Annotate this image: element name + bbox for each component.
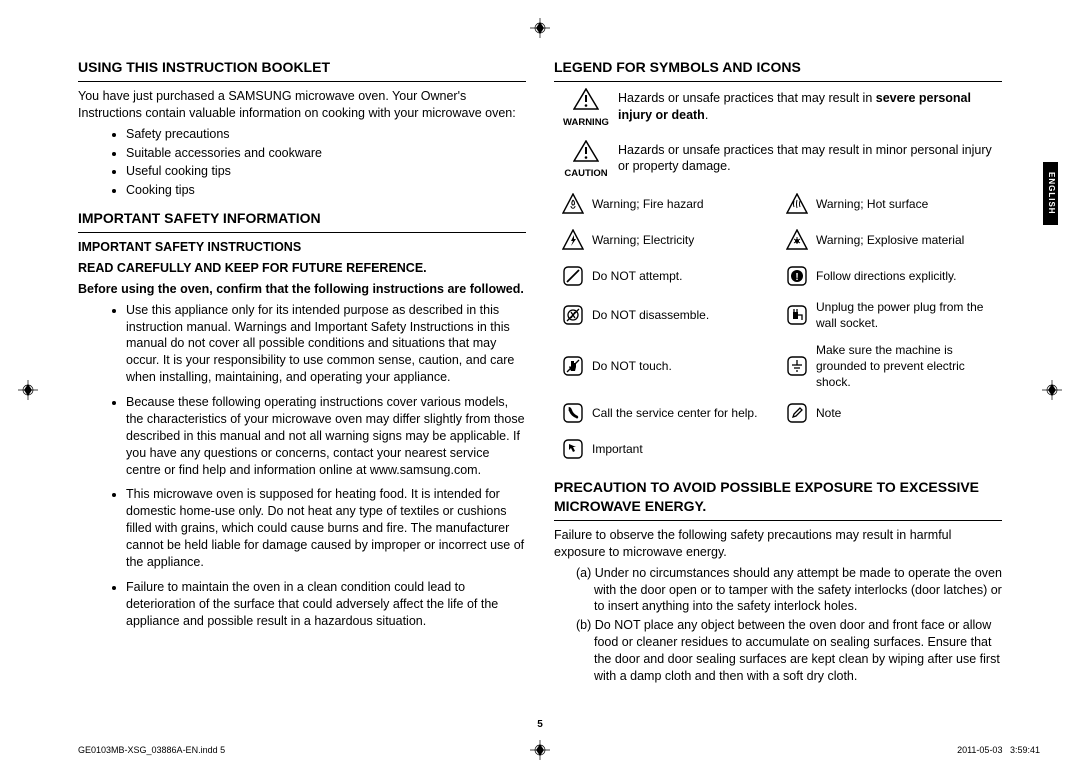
icon-cell: Note: [778, 400, 1002, 426]
intro-bullet-list: Safety precautions Suitable accessories …: [78, 126, 526, 200]
electricity-icon: [554, 229, 592, 251]
icon-label: Warning; Explosive material: [816, 232, 1002, 248]
intro-bullet: Useful cooking tips: [126, 163, 526, 180]
warning-triangle-icon: [573, 88, 599, 110]
page-number: 5: [0, 718, 1080, 732]
icon-label: Do NOT touch.: [592, 358, 778, 374]
footer-right: 2011-05-03 3:59:41: [957, 744, 1040, 756]
icon-cell: Warning; Explosive material: [778, 227, 1002, 253]
icon-label: Important: [592, 441, 778, 457]
language-tab: ENGLISH: [1043, 162, 1058, 225]
precaution-item-b: (b) Do NOT place any object between the …: [554, 617, 1002, 685]
icon-cell: Warning; Fire hazard: [554, 191, 778, 217]
warning-label: WARNING: [554, 117, 618, 130]
registration-mark-bottom: [530, 740, 550, 760]
no-attempt-icon: [554, 265, 592, 287]
icon-cell: Make sure the machine is grounded to pre…: [778, 342, 1002, 391]
registration-mark-left: [18, 380, 38, 400]
section-title-safety-info: IMPORTANT SAFETY INFORMATION: [78, 209, 526, 233]
safety-bold-line: Before using the oven, confirm that the …: [78, 281, 526, 298]
left-column: USING THIS INSTRUCTION BOOKLET You have …: [78, 58, 526, 687]
icon-label: Note: [816, 405, 1002, 421]
icon-cell: ! Follow directions explicitly.: [778, 263, 1002, 289]
explosive-icon: [778, 229, 816, 251]
legend-caution-row: CAUTION Hazards or unsafe practices that…: [554, 140, 1002, 182]
section-title-precaution: PRECAUTION TO AVOID POSSIBLE EXPOSURE TO…: [554, 478, 1002, 521]
icon-label: Call the service center for help.: [592, 405, 778, 421]
intro-text: You have just purchased a SAMSUNG microw…: [78, 88, 526, 122]
caution-icon-col: CAUTION: [554, 140, 618, 182]
ground-icon: [778, 355, 816, 377]
icon-cell: Important: [554, 436, 778, 462]
icon-label: Do NOT attempt.: [592, 268, 778, 284]
safety-bullet-list: Use this appliance only for its intended…: [78, 302, 526, 630]
safety-bullet: This microwave oven is supposed for heat…: [126, 486, 526, 570]
legend-warning-row: WARNING Hazards or unsafe practices that…: [554, 88, 1002, 130]
footer-date: 2011-05-03: [957, 745, 1002, 755]
icon-label: Warning; Hot surface: [816, 196, 1002, 212]
icon-cell: Do NOT attempt.: [554, 263, 778, 289]
icon-label: Do NOT disassemble.: [592, 307, 778, 323]
icon-label: Follow directions explicitly.: [816, 268, 1002, 284]
intro-bullet: Cooking tips: [126, 182, 526, 199]
icon-cell: Do NOT touch.: [554, 342, 778, 391]
registration-mark-right: [1042, 380, 1062, 400]
note-icon: [778, 402, 816, 424]
safety-bullet: Failure to maintain the oven in a clean …: [126, 579, 526, 630]
icon-label: Warning; Fire hazard: [592, 196, 778, 212]
icon-legend-grid: Warning; Fire hazard Warning; Hot surfac…: [554, 191, 1002, 472]
precaution-list: (a) Under no circumstances should any at…: [554, 565, 1002, 685]
registration-mark-top: [530, 18, 550, 38]
caution-triangle-icon: [573, 140, 599, 162]
footer-left: GE0103MB-XSG_03886A-EN.indd 5: [78, 744, 225, 756]
follow-icon: !: [778, 265, 816, 287]
warning-icon-col: WARNING: [554, 88, 618, 130]
service-icon: [554, 402, 592, 424]
no-touch-icon: [554, 355, 592, 377]
right-column: LEGEND FOR SYMBOLS AND ICONS WARNING Haz…: [554, 58, 1002, 687]
hot-icon: [778, 193, 816, 215]
safety-bullet: Use this appliance only for its intended…: [126, 302, 526, 386]
icon-cell: Do NOT disassemble.: [554, 299, 778, 331]
icon-label: Warning; Electricity: [592, 232, 778, 248]
intro-bullet: Suitable accessories and cookware: [126, 145, 526, 162]
icon-label: Unplug the power plug from the wall sock…: [816, 299, 1002, 331]
icon-label: Make sure the machine is grounded to pre…: [816, 342, 1002, 391]
caution-label: CAUTION: [554, 168, 618, 181]
precaution-intro: Failure to observe the following safety …: [554, 527, 1002, 561]
fire-icon: [554, 193, 592, 215]
icon-cell: Call the service center for help.: [554, 400, 778, 426]
svg-text:!: !: [795, 272, 798, 283]
intro-bullet: Safety precautions: [126, 126, 526, 143]
no-disassemble-icon: [554, 304, 592, 326]
unplug-icon: [778, 304, 816, 326]
warning-text-post: .: [705, 108, 708, 122]
safety-bullet: Because these following operating instru…: [126, 394, 526, 478]
caution-text: Hazards or unsafe practices that may res…: [618, 140, 1002, 176]
section-title-using-booklet: USING THIS INSTRUCTION BOOKLET: [78, 58, 526, 82]
precaution-item-a: (a) Under no circumstances should any at…: [554, 565, 1002, 616]
safety-bold-line: IMPORTANT SAFETY INSTRUCTIONS: [78, 239, 526, 256]
warning-text-pre: Hazards or unsafe practices that may res…: [618, 91, 876, 105]
icon-cell: Warning; Hot surface: [778, 191, 1002, 217]
warning-text: Hazards or unsafe practices that may res…: [618, 88, 1002, 124]
icon-cell: Unplug the power plug from the wall sock…: [778, 299, 1002, 331]
important-icon: [554, 438, 592, 460]
safety-bold-line: READ CAREFULLY AND KEEP FOR FUTURE REFER…: [78, 260, 526, 277]
footer-time: 3:59:41: [1010, 745, 1040, 755]
icon-cell: Warning; Electricity: [554, 227, 778, 253]
page-content: USING THIS INSTRUCTION BOOKLET You have …: [78, 58, 1002, 687]
section-title-legend: LEGEND FOR SYMBOLS AND ICONS: [554, 58, 1002, 82]
